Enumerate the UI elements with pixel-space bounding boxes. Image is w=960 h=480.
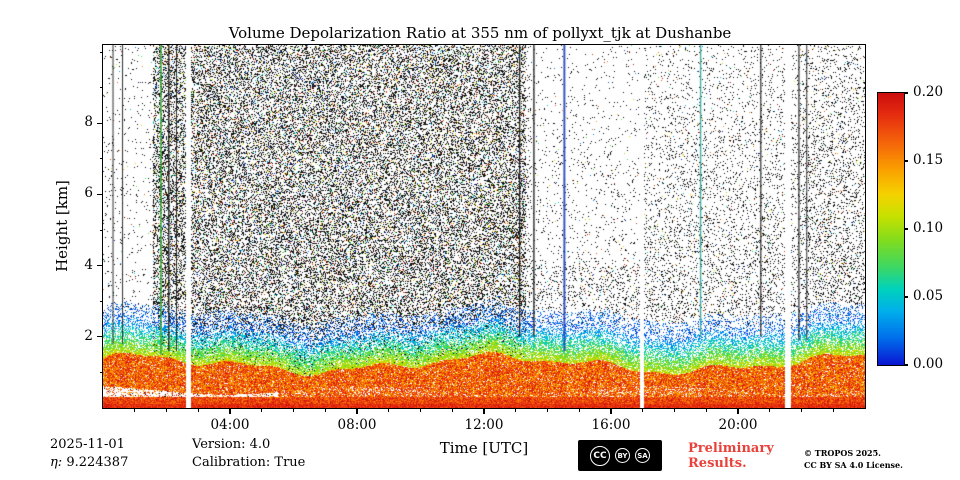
cc-icon: CC: [590, 445, 610, 466]
x-minor-tick-mark: [166, 408, 167, 412]
colorbar-canvas: [878, 93, 904, 365]
y-tick-mark: [97, 122, 103, 124]
version-label: Version: 4.0: [192, 437, 271, 452]
cc-sa-icon-text: SA: [637, 451, 648, 460]
y-tick-label: 2: [84, 327, 93, 344]
x-minor-tick-mark: [261, 408, 263, 412]
colorbar-tick-label: 0.15: [913, 152, 944, 168]
x-tick-mark: [610, 408, 612, 414]
y-minor-tick-mark: [99, 229, 103, 231]
colorbar-tick-mark: [904, 364, 908, 366]
copyright-label: © TROPOS 2025.: [804, 448, 881, 458]
x-minor-tick-mark: [832, 408, 834, 412]
x-minor-tick-mark: [578, 408, 580, 412]
calibration-label: Calibration: True: [192, 455, 306, 470]
x-tick-label: 04:00: [210, 417, 250, 433]
heatmap-canvas: [103, 45, 865, 408]
y-minor-tick-mark: [99, 51, 103, 53]
y-tick-mark: [97, 336, 103, 338]
colorbar-tick-mark: [904, 92, 908, 94]
x-minor-tick-mark: [674, 408, 675, 412]
x-tick-label: 16:00: [591, 417, 631, 433]
colorbar-tick-mark: [904, 160, 908, 162]
colorbar-tick-mark: [904, 228, 908, 230]
preliminary-line1: Preliminary: [688, 441, 774, 456]
eta-label: η: 9.224387: [50, 455, 128, 470]
x-tick-mark: [737, 408, 739, 414]
x-minor-tick-mark: [451, 408, 453, 412]
cc-license-badge[interactable]: CC BY SA: [578, 440, 662, 471]
cc-by-icon-text: BY: [617, 451, 628, 460]
y-minor-tick-mark: [99, 300, 103, 302]
x-tick-label: 12:00: [464, 417, 504, 433]
y-minor-tick-mark: [99, 158, 103, 160]
x-tick-label: 08:00: [337, 417, 377, 433]
x-tick-label: 20:00: [718, 417, 758, 433]
y-tick-label: 6: [84, 185, 93, 202]
cc-by-icon: BY: [615, 448, 630, 463]
colorbar-tick-label: 0.10: [913, 220, 944, 236]
colorbar-tick-mark: [904, 296, 908, 298]
cc-icon-text: CC: [593, 450, 607, 461]
x-minor-tick-mark: [769, 408, 771, 412]
x-minor-tick-mark: [293, 408, 294, 412]
y-tick-mark: [97, 265, 103, 267]
colorbar-tick-label: 0.00: [913, 356, 944, 372]
x-minor-tick-mark: [134, 408, 136, 412]
cc-sa-icon: SA: [635, 448, 650, 463]
x-minor-tick-mark: [705, 408, 707, 412]
license-label: CC BY SA 4.0 License.: [804, 460, 903, 470]
x-tick-mark: [229, 408, 231, 414]
x-minor-tick-mark: [801, 408, 802, 412]
chart-title: Volume Depolarization Ratio at 355 nm of…: [228, 24, 732, 42]
eta-symbol: η:: [50, 455, 63, 470]
x-minor-tick-mark: [642, 408, 644, 412]
preliminary-line2: Results.: [688, 456, 747, 471]
x-minor-tick-mark: [515, 408, 517, 412]
y-minor-tick-mark: [99, 87, 103, 89]
y-tick-label: 4: [84, 256, 93, 273]
preliminary-results-label: Preliminary Results.: [688, 441, 774, 471]
x-minor-tick-mark: [197, 408, 199, 412]
x-axis-label: Time [UTC]: [439, 439, 529, 457]
colorbar-tick-label: 0.20: [913, 84, 944, 100]
x-tick-mark: [483, 408, 485, 414]
colorbar-tick-label: 0.05: [913, 288, 944, 304]
x-minor-tick-mark: [420, 408, 421, 412]
x-minor-tick-mark: [388, 408, 390, 412]
x-minor-tick-mark: [547, 408, 548, 412]
y-tick-label: 8: [84, 114, 93, 131]
eta-value: 9.224387: [66, 455, 129, 470]
y-tick-mark: [97, 193, 103, 196]
x-tick-mark: [356, 408, 358, 414]
date-label: 2025-11-01: [50, 437, 125, 452]
y-minor-tick-mark: [99, 371, 103, 373]
x-minor-tick-mark: [324, 408, 326, 412]
